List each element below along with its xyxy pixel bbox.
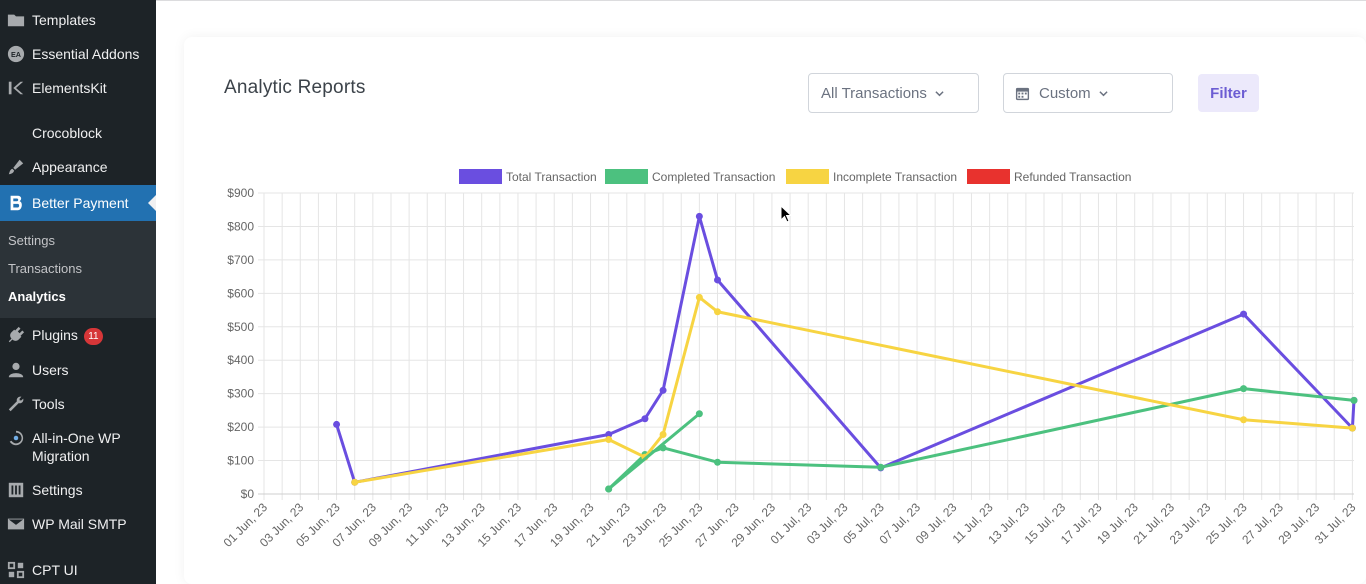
menu-item-plugins[interactable]: Plugins 11 xyxy=(0,326,156,345)
menu-item-better-payment[interactable]: Better Payment xyxy=(0,185,156,221)
legend-label: Incomplete Transaction xyxy=(833,170,957,184)
data-point xyxy=(351,478,359,486)
data-point xyxy=(714,308,721,316)
wrench-icon xyxy=(0,395,32,413)
y-tick-label: $800 xyxy=(227,219,254,233)
active-menu-arrow xyxy=(148,195,156,211)
transactions-select[interactable]: All Transactions xyxy=(808,73,979,113)
menu-item-templates[interactable]: Templates xyxy=(0,11,156,29)
cpt-icon xyxy=(0,561,32,579)
y-tick-label: $300 xyxy=(227,387,254,401)
legend-label: Refunded Transaction xyxy=(1014,170,1131,184)
series-line xyxy=(607,412,701,491)
menu-item-all-in-one-migration[interactable]: All-in-One WP Migration xyxy=(0,429,156,465)
data-point xyxy=(695,293,703,301)
data-point xyxy=(1240,385,1248,393)
migration-label-line2: Migration xyxy=(32,448,90,464)
y-tick-label: $0 xyxy=(241,487,255,501)
series-line xyxy=(335,214,1356,484)
data-point xyxy=(1350,396,1358,404)
chart-series xyxy=(333,212,1358,493)
data-point xyxy=(659,430,667,438)
data-point xyxy=(659,386,667,394)
better-payment-submenu: Settings Transactions Analytics xyxy=(0,221,156,318)
menu-item-elementskit[interactable]: ElementsKit xyxy=(0,79,156,97)
menu-item-settings[interactable]: Settings xyxy=(0,481,156,499)
series-line xyxy=(607,387,1355,491)
data-point xyxy=(1348,424,1356,432)
date-select-value: Custom xyxy=(1039,84,1091,102)
folder-icon xyxy=(0,11,32,29)
data-point xyxy=(333,420,341,428)
transactions-select-value: All Transactions xyxy=(821,84,927,102)
legend-label: Total Transaction xyxy=(506,170,597,184)
plug-icon xyxy=(0,326,32,344)
admin-sidebar: Templates EA Essential Addons ElementsKi… xyxy=(0,0,156,584)
menu-item-appearance[interactable]: Appearance xyxy=(0,158,156,176)
submenu-analytics[interactable]: Analytics xyxy=(8,289,66,304)
data-point xyxy=(714,458,721,466)
y-tick-label: $500 xyxy=(227,320,254,334)
filter-button[interactable]: Filter xyxy=(1198,74,1259,112)
legend-label: Completed Transaction xyxy=(652,170,775,184)
data-point xyxy=(641,415,649,423)
settings-icon xyxy=(0,481,32,499)
data-point xyxy=(605,430,613,438)
data-point xyxy=(605,485,613,493)
legend-swatch xyxy=(605,169,648,184)
menu-item-wp-mail-smtp[interactable]: WP Mail SMTP xyxy=(0,515,156,533)
series-line xyxy=(354,295,1353,484)
chart-legend: Total Transaction Completed Transaction In… xyxy=(459,169,1131,184)
menu-item-users[interactable]: Users xyxy=(0,361,156,379)
data-point xyxy=(1240,310,1248,318)
report-card xyxy=(184,37,1366,584)
menu-item-crocoblock[interactable]: Crocoblock xyxy=(32,125,103,141)
ea-icon: EA xyxy=(0,45,32,63)
calendar-icon xyxy=(1015,87,1030,100)
y-tick-label: $900 xyxy=(227,186,254,200)
data-point xyxy=(695,212,703,220)
migration-icon xyxy=(0,429,32,447)
data-point xyxy=(714,276,721,284)
legend-swatch xyxy=(459,169,502,184)
y-tick-label: $400 xyxy=(227,353,254,367)
data-point xyxy=(605,435,613,443)
migration-label-line1: All-in-One WP xyxy=(32,430,121,446)
legend-swatch xyxy=(967,169,1010,184)
menu-item-cpt-ui[interactable]: CPT UI xyxy=(0,561,156,579)
menu-item-essential-addons[interactable]: EA Essential Addons xyxy=(0,45,156,63)
submenu-transactions[interactable]: Transactions xyxy=(8,261,82,276)
data-point xyxy=(1240,416,1248,424)
legend-swatch xyxy=(786,169,829,184)
svg-text:EA: EA xyxy=(11,50,21,59)
chart-y-axis: $0 $100 $200 $300 $400 $500 $600 $700 $800 $900 xyxy=(227,186,254,501)
y-tick-label: $200 xyxy=(227,420,254,434)
top-border xyxy=(156,0,1366,1)
chart-grid xyxy=(258,192,1354,500)
plugins-update-badge: 11 xyxy=(83,328,103,345)
paintbrush-icon xyxy=(0,158,32,176)
plugins-label: Plugins xyxy=(32,327,78,343)
y-tick-label: $100 xyxy=(227,454,254,468)
user-icon xyxy=(0,361,32,379)
better-payment-icon xyxy=(0,194,32,212)
menu-item-tools[interactable]: Tools xyxy=(0,395,156,413)
y-tick-label: $700 xyxy=(227,253,254,267)
mouse-cursor-icon xyxy=(780,205,793,223)
mail-icon xyxy=(0,515,32,533)
elementskit-icon xyxy=(0,79,32,97)
date-range-select[interactable]: Custom xyxy=(1003,73,1173,113)
submenu-settings[interactable]: Settings xyxy=(8,233,55,248)
chevron-down-icon xyxy=(935,90,944,96)
chevron-down-icon xyxy=(1099,90,1108,96)
y-tick-label: $600 xyxy=(227,286,254,300)
page-title: Analytic Reports xyxy=(224,77,366,98)
data-point xyxy=(695,410,703,418)
data-point xyxy=(877,463,885,471)
